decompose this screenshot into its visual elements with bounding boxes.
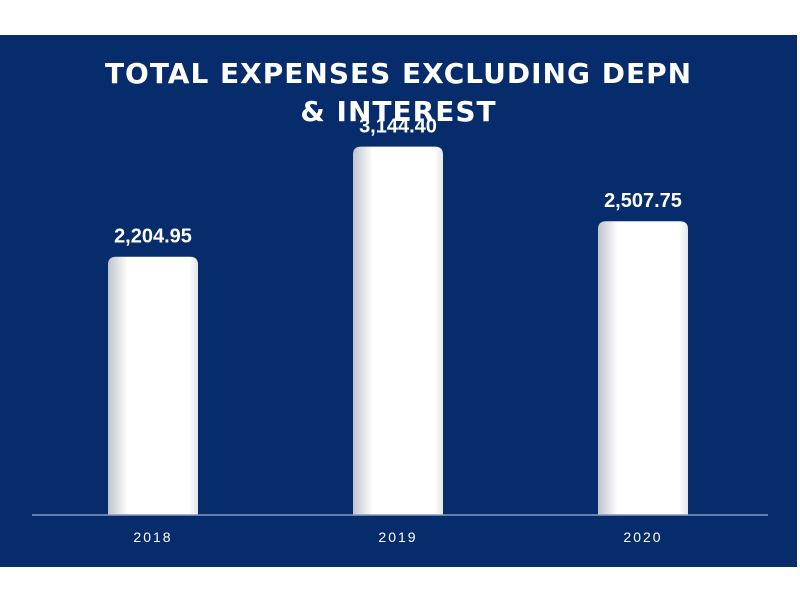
- x-tick-label-2020: 2020: [623, 529, 662, 545]
- bar-2020: [598, 221, 688, 516]
- bar-2019: [353, 146, 443, 515]
- data-label-2018: 2,204.95: [114, 226, 192, 248]
- chart-title: TOTAL EXPENSES EXCLUDING DEPN & INTEREST: [104, 57, 693, 128]
- x-tick-label-2018: 2018: [133, 529, 172, 545]
- bar-2018: [108, 256, 198, 515]
- x-tick-label-2019: 2019: [378, 529, 417, 545]
- data-label-2020: 2,507.75: [604, 190, 682, 212]
- chart-plot-area: 2,204.95 2018 3,144.40 2019 2,507.75 2020: [32, 116, 768, 545]
- chart-panel: TOTAL EXPENSES EXCLUDING DEPN & INTEREST…: [0, 35, 797, 567]
- data-label-2019: 3,144.40: [359, 116, 437, 138]
- bars-layer: [108, 146, 688, 516]
- labels-layer: 2,204.95 2018 3,144.40 2019 2,507.75 2020: [114, 116, 682, 545]
